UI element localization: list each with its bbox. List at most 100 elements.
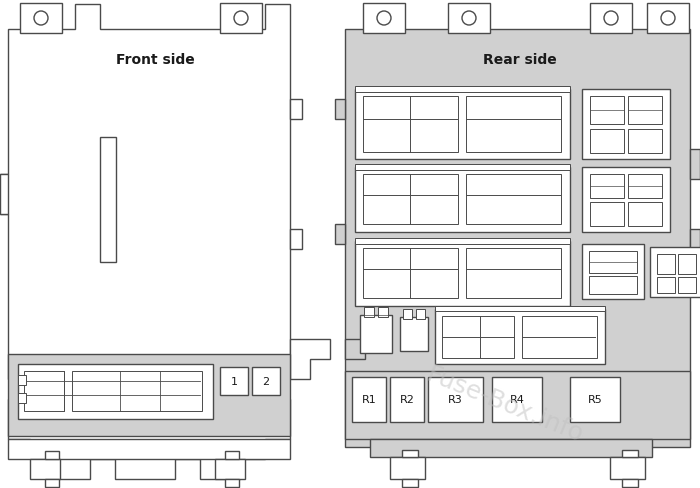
Bar [355, 239, 570, 244]
Bar [355, 90, 570, 160]
Bar [628, 130, 662, 154]
Bar [622, 450, 638, 457]
Bar [8, 354, 290, 436]
Bar [466, 248, 561, 298]
Text: 1: 1 [230, 376, 237, 386]
Polygon shape [0, 175, 8, 215]
Bar [589, 251, 637, 273]
Bar [448, 4, 490, 34]
Bar [590, 175, 624, 199]
Bar [678, 254, 696, 274]
Text: R4: R4 [510, 395, 524, 405]
Bar [45, 451, 59, 459]
Bar [402, 479, 418, 487]
Bar [24, 371, 64, 411]
Polygon shape [290, 339, 330, 379]
Bar [355, 168, 570, 232]
Circle shape [462, 12, 476, 26]
Text: R1: R1 [362, 395, 377, 405]
Bar [352, 377, 386, 422]
Circle shape [661, 12, 675, 26]
Bar [582, 244, 644, 299]
Bar [390, 377, 424, 422]
Bar [582, 168, 670, 232]
Bar [435, 306, 605, 311]
Bar [582, 90, 670, 160]
Bar [590, 203, 624, 226]
Polygon shape [290, 100, 302, 120]
Bar [370, 439, 652, 457]
Bar [610, 457, 645, 479]
Bar [466, 175, 561, 224]
Bar [215, 459, 245, 479]
Bar [20, 4, 62, 34]
Bar [225, 479, 239, 487]
Bar [466, 97, 561, 153]
Polygon shape [0, 5, 290, 479]
Bar [355, 242, 570, 306]
Polygon shape [345, 339, 365, 359]
Bar [622, 479, 638, 487]
Bar [355, 87, 570, 93]
Bar [8, 439, 290, 459]
Text: R2: R2 [400, 395, 414, 405]
Bar [416, 309, 425, 319]
Bar [18, 364, 213, 419]
Bar [100, 138, 116, 263]
Polygon shape [335, 100, 345, 120]
Text: 2: 2 [262, 376, 270, 386]
Bar [403, 309, 412, 319]
Polygon shape [335, 224, 345, 244]
Bar [363, 4, 405, 34]
Circle shape [377, 12, 391, 26]
Bar [589, 276, 637, 294]
Text: Front side: Front side [116, 53, 195, 67]
Bar [678, 278, 696, 293]
Bar [363, 175, 458, 224]
Bar [590, 97, 624, 125]
Bar [18, 393, 26, 403]
Bar [360, 315, 392, 353]
Bar [590, 4, 632, 34]
Bar [570, 377, 620, 422]
Text: Rear side: Rear side [483, 53, 557, 67]
Bar [363, 248, 458, 298]
Bar [363, 97, 458, 153]
Bar [435, 309, 605, 364]
Text: R3: R3 [448, 395, 463, 405]
Text: Fuse-Box.info: Fuse-Box.info [423, 362, 587, 447]
Circle shape [34, 12, 48, 26]
Polygon shape [690, 150, 700, 180]
Bar [492, 377, 542, 422]
Bar [650, 247, 700, 297]
Bar [657, 254, 675, 274]
Bar [390, 457, 425, 479]
Bar [18, 375, 26, 385]
Circle shape [234, 12, 248, 26]
Bar [378, 307, 388, 317]
Bar [220, 367, 248, 395]
Polygon shape [290, 229, 302, 249]
Bar [402, 450, 418, 457]
Bar [628, 175, 662, 199]
Bar [364, 307, 374, 317]
Bar [72, 371, 202, 411]
Bar [628, 97, 662, 125]
Bar [225, 451, 239, 459]
Text: R5: R5 [587, 395, 603, 405]
Bar [45, 479, 59, 487]
Polygon shape [690, 229, 700, 254]
Bar [647, 4, 689, 34]
Bar [590, 130, 624, 154]
Bar [345, 371, 690, 439]
Bar [355, 164, 570, 171]
Bar [628, 203, 662, 226]
Bar [220, 4, 262, 34]
Bar [345, 30, 690, 447]
Bar [657, 278, 675, 293]
Bar [30, 459, 60, 479]
Bar [442, 316, 514, 358]
Bar [400, 317, 428, 351]
Bar [522, 316, 597, 358]
Bar [252, 367, 280, 395]
